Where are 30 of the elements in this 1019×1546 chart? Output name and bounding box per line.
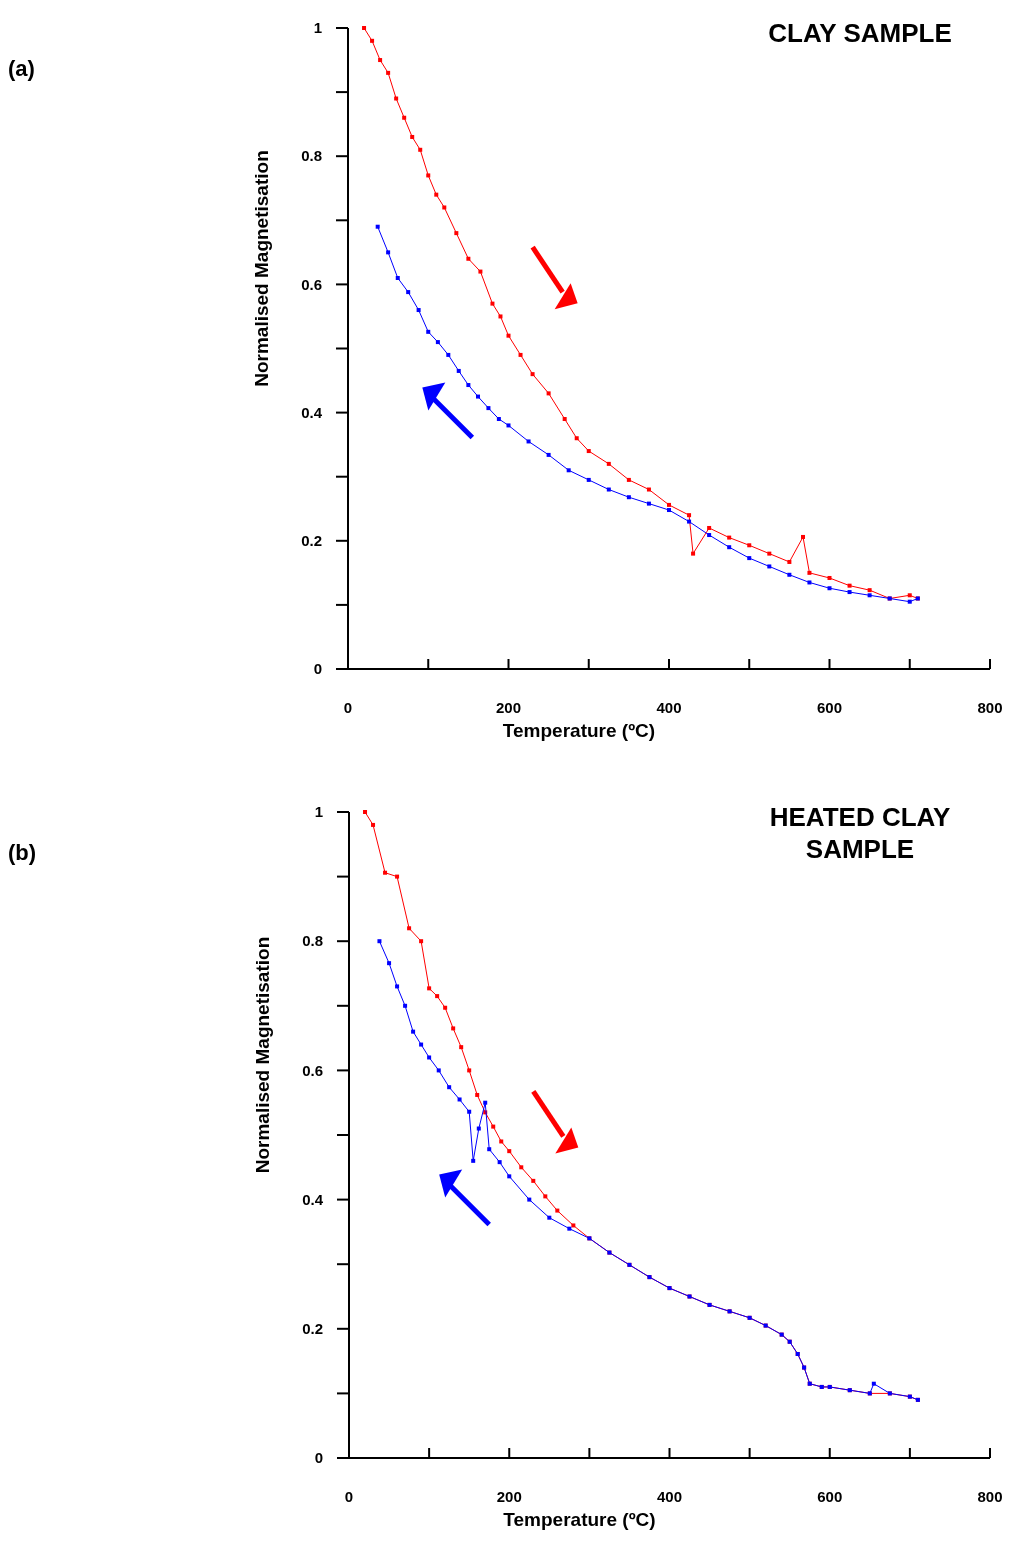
x-tick-label: 800: [977, 1488, 1003, 1505]
y-axis-title: Normalised Magnetisation: [251, 150, 272, 387]
y-tick-label: 0.4: [302, 1190, 324, 1208]
y-tick-label: 0.6: [302, 1061, 323, 1079]
text: (a): [8, 56, 35, 81]
x-axis-title: Temperature (ºC): [502, 720, 656, 741]
x-axis-title: Temperature (ºC): [503, 1509, 656, 1530]
text: (b): [8, 840, 37, 865]
y-tick-label: 0.2: [301, 532, 322, 550]
chart-title: HEATED CLAY SAMPLE: [769, 802, 951, 864]
y-tick-label: 0: [314, 1449, 323, 1467]
x-tick-label: 400: [656, 699, 682, 716]
chart-title: CLAY SAMPLE: [768, 18, 952, 48]
y-tick-label: 0.2: [302, 1320, 323, 1338]
y-axis-title: Normalised Magnetisation: [252, 936, 273, 1174]
y-tick-label: 1: [314, 803, 323, 821]
x-tick-label: 200: [495, 699, 522, 716]
x-tick-label: 0: [344, 1488, 354, 1505]
x-tick-label: 600: [817, 1488, 843, 1505]
y-tick-label: 0: [313, 660, 322, 678]
x-tick-label: 400: [656, 1488, 683, 1505]
x-tick-label: 200: [496, 1488, 522, 1505]
y-tick-label: 0.8: [302, 932, 323, 950]
x-tick-label: 800: [977, 699, 1003, 716]
y-tick-label: 0.4: [301, 403, 323, 421]
y-tick-label: 0.6: [301, 275, 322, 293]
x-tick-label: 600: [816, 699, 843, 716]
x-tick-label: 0: [343, 699, 353, 716]
y-tick-label: 1: [313, 19, 322, 37]
y-tick-label: 0.8: [301, 147, 322, 165]
